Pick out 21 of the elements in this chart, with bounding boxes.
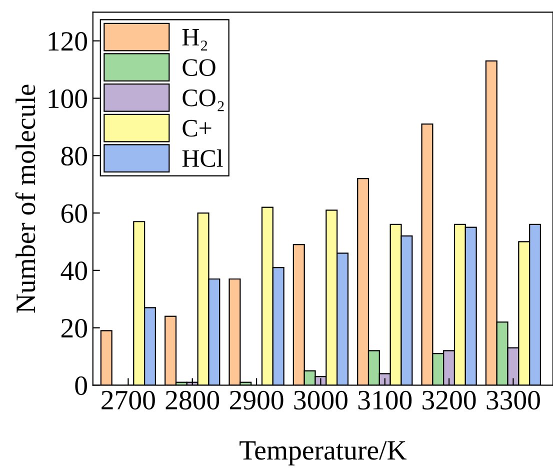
y-tick-label: 60: [61, 204, 87, 223]
y-tick-label: 80: [61, 146, 87, 166]
x-axis-title: Temperature/K: [240, 441, 407, 466]
x-tick-label: 3300: [486, 390, 540, 410]
y-axis-title: Number of molecule: [15, 84, 36, 313]
x-tick-label: 2700: [102, 390, 155, 410]
legend-label: HCl: [182, 149, 223, 167]
x-tick-label: 3000: [294, 390, 348, 410]
x-tick-label: 3100: [358, 390, 412, 410]
y-tick-label: 0: [75, 376, 87, 396]
legend-label: CO₂: [182, 90, 224, 112]
legend-label: H₂: [182, 29, 208, 51]
x-tick-label: 3200: [422, 390, 476, 410]
y-tick-label: 120: [48, 32, 87, 51]
y-tick-label: 40: [60, 262, 87, 280]
x-tick-label: 2800: [166, 390, 220, 410]
legend-label: C+: [182, 120, 212, 137]
legend-label: CO: [182, 59, 216, 76]
y-tick-label: 100: [48, 89, 87, 108]
x-tick-label: 2900: [230, 390, 284, 410]
y-tick-label: 20: [61, 318, 87, 338]
